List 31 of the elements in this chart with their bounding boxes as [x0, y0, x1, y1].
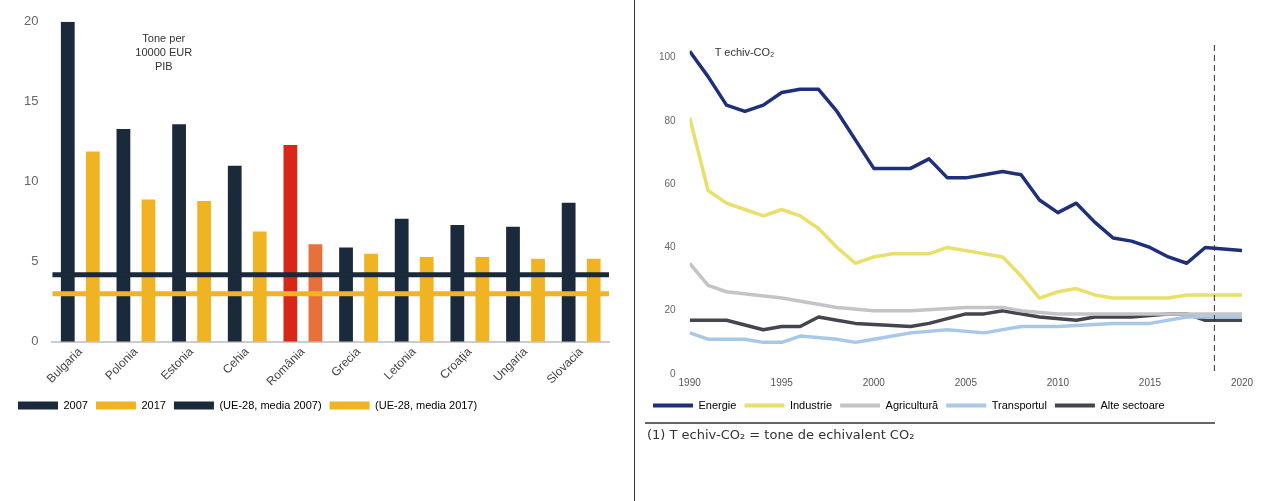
- y-tick-label: 100: [659, 51, 677, 63]
- y-tick-label: 20: [664, 304, 677, 316]
- x-tick-label: 2000: [862, 376, 886, 388]
- y-tick-label: 10: [23, 173, 39, 189]
- y-tick-label: 5: [31, 253, 39, 269]
- x-tick-label: 2010: [1046, 376, 1070, 388]
- x-tick-label: 1990: [678, 376, 702, 388]
- y-tick-label: 0: [670, 367, 677, 379]
- x-tick-label: 1995: [770, 376, 794, 388]
- y-tick-label: 60: [664, 177, 677, 189]
- y-tick-label: 20: [23, 13, 39, 29]
- legend-label: 2017: [141, 398, 166, 411]
- y-tick-label: 15: [23, 93, 39, 109]
- y-axis-title: T echiv-CO₂: [714, 45, 775, 58]
- legend-label: Agricultură: [885, 398, 940, 411]
- x-tick-label: 2020: [1230, 376, 1254, 388]
- y-tick-label: 40: [664, 241, 677, 253]
- text: (1) T echiv-CO₂ = tone de echivalent CO₂: [647, 426, 915, 442]
- legend-label: Energie: [698, 398, 737, 411]
- legend-label: (UE-28, media 2007): [219, 398, 322, 411]
- legend-label: Industrie: [789, 398, 833, 411]
- x-tick-label: 2015: [1138, 376, 1162, 388]
- x-tick-label: 2005: [954, 376, 978, 388]
- legend-label: (UE-28, media 2017): [375, 398, 478, 411]
- legend-label: Alte sectoare: [1100, 398, 1165, 411]
- bar: [283, 145, 298, 342]
- legend-label: 2007: [63, 398, 88, 411]
- annotation: Tone per 10000 EUR PIB: [135, 32, 193, 73]
- legend-label: Transportul: [991, 398, 1047, 411]
- y-tick-label: 0: [31, 333, 39, 349]
- y-tick-label: 80: [664, 114, 677, 126]
